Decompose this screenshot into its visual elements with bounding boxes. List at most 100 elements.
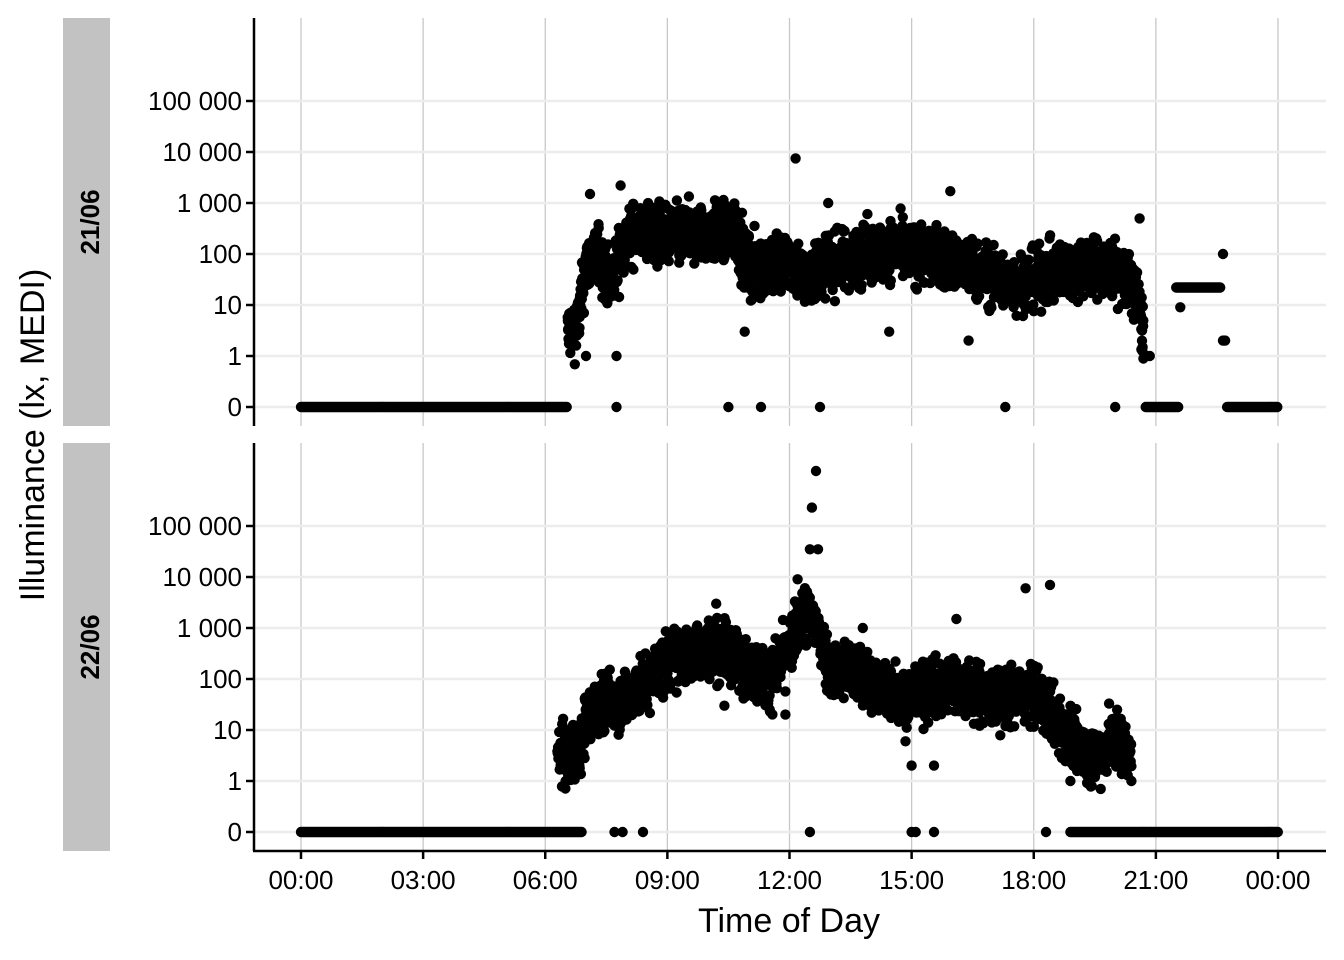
data-point [1034, 238, 1045, 249]
data-point [720, 617, 732, 628]
data-point-outlier [945, 186, 956, 197]
data-point [736, 207, 748, 218]
data-point [986, 302, 997, 313]
data-point [895, 203, 906, 214]
data-point [767, 709, 778, 720]
data-point [1109, 233, 1121, 244]
data-point-outlier [615, 180, 626, 191]
data-point [988, 239, 999, 251]
gridlines [254, 18, 1326, 426]
y-tick-label: 1 [228, 341, 242, 371]
data-point [923, 717, 934, 728]
y-tick-label: 0 [228, 817, 242, 847]
data-point-zero [804, 826, 816, 838]
data-point [888, 222, 899, 233]
data-point [820, 293, 831, 304]
y-tick-label: 0 [228, 392, 242, 422]
data-point [997, 249, 1008, 260]
data-point-outlier [1134, 213, 1145, 224]
y-tick-label: 100 [199, 239, 242, 269]
data-point [671, 687, 682, 698]
data-point-zero [910, 826, 921, 838]
data-point-zero [561, 401, 572, 413]
data-point [604, 664, 615, 675]
y-tick-label: 100 000 [148, 511, 242, 541]
data-point-outlier [1144, 350, 1156, 362]
data-point-outlier [1219, 335, 1231, 346]
data-point [1023, 254, 1034, 265]
data-point [897, 212, 908, 223]
data-point [740, 634, 751, 645]
data-point-outlier [1175, 302, 1186, 313]
data-point [1136, 292, 1147, 303]
facet-strip-label-21-06: 21/06 [75, 189, 105, 254]
data-point [613, 291, 625, 303]
data-point [839, 225, 850, 237]
data-point [793, 238, 804, 249]
data-point [1008, 257, 1020, 268]
data-point [711, 612, 723, 624]
data-point [775, 286, 786, 297]
data-point [560, 783, 571, 794]
data-point [1215, 282, 1226, 293]
facet-strip-label-22-06: 22/06 [75, 614, 105, 679]
data-point [1036, 306, 1047, 317]
y-tick-label: 100 000 [148, 86, 242, 116]
data-point [890, 656, 901, 667]
data-point-outlier [739, 326, 750, 337]
data-point [1131, 267, 1143, 278]
data-point-zero [576, 826, 587, 838]
data-point [901, 722, 912, 733]
data-point-zero [1173, 401, 1184, 413]
data-point [911, 284, 923, 295]
data-point-zero [611, 401, 622, 413]
data-point-zero [617, 826, 628, 838]
data-point [683, 191, 695, 202]
data-point [565, 347, 576, 359]
data-point [593, 222, 604, 234]
data-point [780, 686, 791, 697]
data-point [696, 205, 707, 216]
data-point [1044, 230, 1056, 241]
data-point [827, 284, 838, 296]
data-point [663, 256, 674, 267]
data-point-zero [1272, 401, 1283, 413]
facet-strip-21-06 [63, 18, 110, 426]
y-tick-label: 1 000 [177, 613, 242, 643]
data-point [856, 279, 867, 291]
data-point-zero [1272, 826, 1284, 838]
data-point [746, 294, 757, 306]
data-point [575, 768, 587, 780]
data-points-21-06 [295, 153, 1283, 413]
data-point [1137, 341, 1148, 353]
data-point-zero [609, 826, 620, 838]
data-point [916, 219, 927, 230]
data-point [771, 683, 783, 694]
data-point [574, 322, 585, 334]
data-point-zero [755, 401, 767, 413]
data-point [972, 238, 983, 249]
data-point [1078, 291, 1089, 302]
data-point [829, 296, 841, 307]
data-point [1133, 279, 1144, 290]
data-point [707, 666, 718, 677]
y-tick-label: 10 000 [162, 562, 242, 592]
data-point-outlier [823, 197, 834, 209]
data-point-outlier [790, 153, 801, 164]
data-point [801, 633, 812, 644]
data-point [585, 734, 596, 745]
data-point-outlier [1217, 248, 1229, 260]
data-point [599, 725, 610, 737]
data-point [628, 264, 639, 275]
y-tick-label: 10 [213, 290, 242, 320]
data-point [821, 629, 833, 640]
data-point-outlier [963, 335, 974, 346]
data-point [854, 641, 866, 652]
data-point [1137, 301, 1149, 312]
data-point [885, 275, 896, 286]
data-point-zero [1000, 401, 1011, 413]
